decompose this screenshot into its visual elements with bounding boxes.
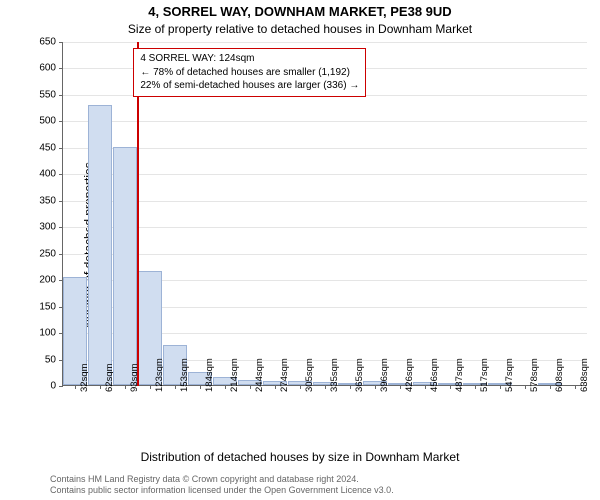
histogram-bar — [88, 105, 112, 385]
x-tick-mark — [200, 385, 201, 389]
x-tick-label: 456sqm — [429, 358, 440, 392]
x-tick-mark — [175, 385, 176, 389]
gridline — [63, 254, 587, 255]
x-tick-mark — [225, 385, 226, 389]
x-tick-mark — [75, 385, 76, 389]
gridline — [63, 227, 587, 228]
y-tick-mark — [59, 42, 63, 43]
gridline — [63, 148, 587, 149]
y-tick-label: 400 — [26, 169, 56, 180]
x-tick-mark — [475, 385, 476, 389]
footer-text: Contains HM Land Registry data © Crown c… — [50, 474, 590, 497]
y-tick-label: 600 — [26, 63, 56, 74]
y-tick-mark — [59, 307, 63, 308]
x-tick-mark — [500, 385, 501, 389]
x-tick-mark — [450, 385, 451, 389]
x-tick-mark — [100, 385, 101, 389]
y-tick-label: 500 — [26, 116, 56, 127]
y-tick-mark — [59, 95, 63, 96]
y-tick-label: 200 — [26, 275, 56, 286]
x-tick-mark — [325, 385, 326, 389]
x-tick-label: 426sqm — [404, 358, 415, 392]
gridline — [63, 174, 587, 175]
x-tick-label: 517sqm — [479, 358, 490, 392]
histogram-bar — [113, 147, 137, 385]
info-box-line: ← 78% of detached houses are smaller (1,… — [140, 66, 359, 80]
x-tick-label: 608sqm — [554, 358, 565, 392]
x-tick-label: 365sqm — [354, 358, 365, 392]
x-tick-label: 184sqm — [204, 358, 215, 392]
y-tick-mark — [59, 121, 63, 122]
info-box-line: 22% of semi-detached houses are larger (… — [140, 79, 359, 93]
y-tick-label: 150 — [26, 301, 56, 312]
x-tick-label: 578sqm — [529, 358, 540, 392]
plot-area: 0501001502002503003504004505005506006503… — [62, 42, 586, 386]
x-tick-mark — [150, 385, 151, 389]
x-tick-mark — [300, 385, 301, 389]
footer-line-1: Contains HM Land Registry data © Crown c… — [50, 474, 590, 485]
chart-title: 4, SORREL WAY, DOWNHAM MARKET, PE38 9UD — [0, 4, 600, 19]
y-tick-label: 0 — [26, 381, 56, 392]
x-tick-mark — [525, 385, 526, 389]
y-tick-mark — [59, 386, 63, 387]
y-tick-mark — [59, 201, 63, 202]
x-axis-label: Distribution of detached houses by size … — [0, 450, 600, 464]
y-tick-label: 650 — [26, 37, 56, 48]
y-tick-label: 250 — [26, 248, 56, 259]
x-tick-label: 396sqm — [379, 358, 390, 392]
x-tick-mark — [425, 385, 426, 389]
x-tick-label: 244sqm — [254, 358, 265, 392]
x-tick-mark — [550, 385, 551, 389]
x-tick-label: 274sqm — [279, 358, 290, 392]
chart-container: 4, SORREL WAY, DOWNHAM MARKET, PE38 9UD … — [0, 0, 600, 500]
gridline — [63, 201, 587, 202]
x-tick-label: 487sqm — [454, 358, 465, 392]
x-tick-label: 335sqm — [329, 358, 340, 392]
x-tick-mark — [275, 385, 276, 389]
y-tick-mark — [59, 68, 63, 69]
x-tick-label: 305sqm — [304, 358, 315, 392]
y-tick-mark — [59, 148, 63, 149]
x-tick-mark — [375, 385, 376, 389]
y-tick-mark — [59, 333, 63, 334]
y-tick-label: 450 — [26, 142, 56, 153]
y-tick-label: 300 — [26, 222, 56, 233]
y-tick-label: 50 — [26, 354, 56, 365]
info-box-line: 4 SORREL WAY: 124sqm — [140, 52, 359, 66]
x-tick-mark — [350, 385, 351, 389]
gridline — [63, 121, 587, 122]
footer-line-2: Contains public sector information licen… — [50, 485, 590, 496]
y-tick-mark — [59, 174, 63, 175]
y-tick-mark — [59, 360, 63, 361]
gridline — [63, 42, 587, 43]
y-tick-mark — [59, 227, 63, 228]
y-tick-mark — [59, 254, 63, 255]
y-tick-label: 100 — [26, 328, 56, 339]
y-tick-mark — [59, 280, 63, 281]
x-tick-mark — [250, 385, 251, 389]
info-box: 4 SORREL WAY: 124sqm← 78% of detached ho… — [133, 48, 366, 97]
x-tick-mark — [125, 385, 126, 389]
chart-subtitle: Size of property relative to detached ho… — [0, 22, 600, 36]
x-tick-label: 638sqm — [579, 358, 590, 392]
x-tick-label: 214sqm — [229, 358, 240, 392]
x-tick-mark — [575, 385, 576, 389]
x-tick-label: 547sqm — [504, 358, 515, 392]
y-tick-label: 550 — [26, 89, 56, 100]
x-tick-mark — [400, 385, 401, 389]
y-tick-label: 350 — [26, 195, 56, 206]
